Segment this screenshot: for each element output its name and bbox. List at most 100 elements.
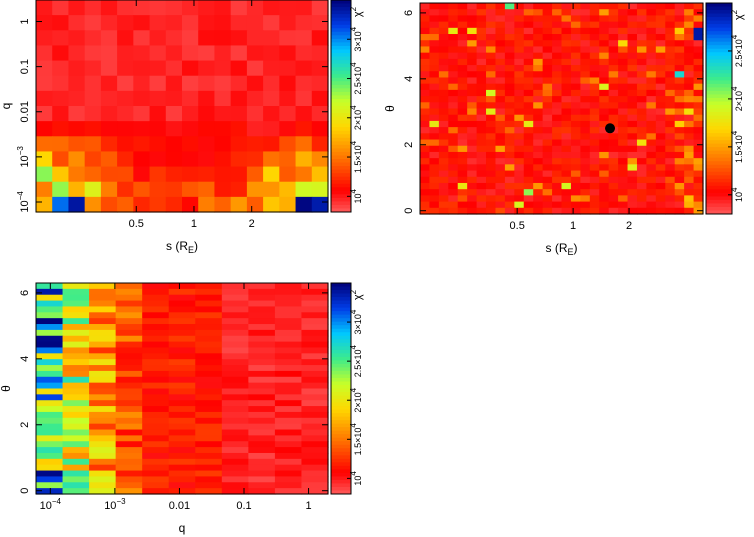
heatmap-cell <box>665 189 676 196</box>
heatmap-cell <box>301 318 329 325</box>
colorbar-swatch <box>331 283 351 288</box>
heatmap-cell <box>580 108 591 116</box>
colorbar-swatch <box>331 472 351 477</box>
heatmap-cell <box>420 83 431 91</box>
heatmap-cell <box>248 458 276 466</box>
y-tick-label: 6 <box>403 10 415 16</box>
heatmap-cell <box>248 359 276 366</box>
heatmap-cell <box>89 353 117 360</box>
heatmap-cell <box>589 139 600 147</box>
colorbar-swatch <box>331 321 351 326</box>
heatmap-cell <box>684 34 695 41</box>
heatmap-cell <box>627 71 638 79</box>
heatmap-cell <box>495 77 506 85</box>
heatmap-cell <box>523 145 534 153</box>
heatmap-cell <box>467 189 478 196</box>
heatmap-cell <box>62 353 90 360</box>
heatmap-cell <box>467 89 478 97</box>
heatmap-cell <box>279 30 297 47</box>
heatmap-cell <box>523 83 534 91</box>
heatmap-cell <box>84 75 102 92</box>
heatmap-cell <box>115 406 143 413</box>
x-tick-label: 10−4 <box>40 497 62 512</box>
heatmap-cell <box>248 417 276 425</box>
heatmap-cell <box>274 441 303 448</box>
heatmap-cell <box>221 341 249 349</box>
heatmap-cell <box>198 136 216 153</box>
heatmap-cell <box>618 9 629 17</box>
heatmap-cell <box>665 145 676 153</box>
heatmap-cell <box>198 15 216 31</box>
colorbar-swatch <box>706 27 732 32</box>
heatmap-cell <box>570 127 581 134</box>
heatmap-cell <box>570 189 581 196</box>
heatmap-cell <box>514 9 525 17</box>
heatmap-cell <box>438 189 449 196</box>
heatmap-cell <box>115 411 143 419</box>
heatmap-cell <box>589 15 600 23</box>
heatmap-cell <box>84 30 102 47</box>
heatmap-cell <box>627 182 638 190</box>
heatmap-cell <box>674 158 685 165</box>
heatmap-cell <box>495 139 506 147</box>
heatmap-cell <box>636 89 647 97</box>
heatmap-cell <box>274 382 303 390</box>
heatmap-cell <box>599 170 610 178</box>
heatmap-cell <box>195 411 223 419</box>
colorbar-swatch <box>706 101 732 106</box>
x-tick-label: 1 <box>570 220 576 232</box>
heatmap-cell <box>523 176 534 184</box>
heatmap-cell <box>142 294 170 302</box>
heatmap-cell <box>552 176 563 184</box>
heatmap-cell <box>599 201 610 209</box>
heatmap-cell <box>608 151 619 159</box>
heatmap-cell <box>457 127 468 134</box>
colorbar-swatch <box>706 189 732 194</box>
heatmap-cell <box>36 476 64 483</box>
heatmap-cell <box>168 306 196 313</box>
heatmap-cell <box>684 108 695 116</box>
heatmap-cell <box>533 145 544 153</box>
heatmap-cell <box>627 96 638 103</box>
heatmap-cell <box>89 283 117 290</box>
y-axis-label: θ <box>0 385 13 392</box>
heatmap-cell <box>542 65 553 72</box>
heatmap-cell <box>684 52 695 60</box>
heatmap-cell <box>561 83 572 91</box>
heatmap-cell <box>514 195 525 203</box>
heatmap-cell <box>580 133 591 141</box>
heatmap-cell <box>542 58 553 66</box>
heatmap-cell <box>457 102 468 110</box>
colorbar-swatch <box>331 325 351 330</box>
heatmap-cell <box>646 195 657 203</box>
heatmap-cell <box>168 447 196 454</box>
heatmap-cell <box>295 136 313 153</box>
heatmap-cell <box>221 406 249 413</box>
heatmap-cell <box>221 423 249 431</box>
heatmap-cell <box>684 96 695 103</box>
heatmap-cell <box>195 294 223 302</box>
heatmap-cell <box>674 139 685 147</box>
heatmap-cell <box>457 21 468 29</box>
heatmap-cell <box>182 121 199 137</box>
heatmap-cell <box>100 60 118 77</box>
heatmap-cell <box>636 108 647 116</box>
heatmap-cell <box>514 65 525 72</box>
heatmap-cell <box>504 77 515 85</box>
heatmap-cell <box>301 400 329 407</box>
heatmap-cell <box>248 482 276 489</box>
heatmap-cell <box>168 341 196 349</box>
heatmap-cell <box>636 207 647 215</box>
heatmap-cell <box>646 182 657 190</box>
heatmap-cell <box>589 65 600 72</box>
heatmap-cell <box>523 96 534 103</box>
heatmap-cell <box>561 114 572 122</box>
heatmap-cell <box>533 27 544 35</box>
heatmap-cell <box>438 151 449 159</box>
colorbar-swatch <box>331 356 351 361</box>
heatmap-cell <box>542 207 553 215</box>
heatmap-cell <box>448 15 459 23</box>
heatmap-cell <box>674 108 685 116</box>
heatmap-cell <box>504 15 515 23</box>
heatmap-cell <box>476 40 487 48</box>
